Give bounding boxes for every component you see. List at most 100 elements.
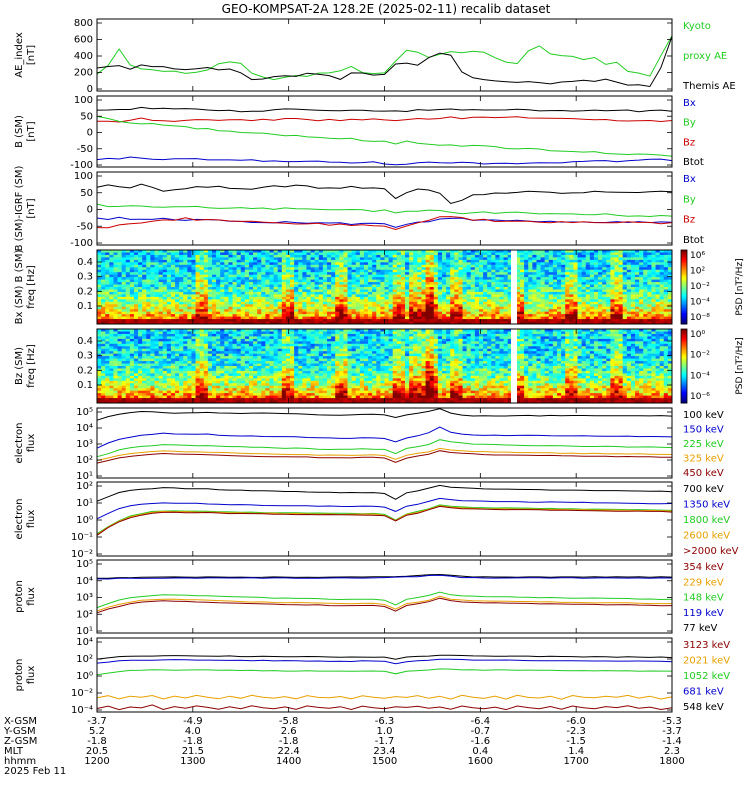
spectrogram-cell (323, 302, 328, 305)
spectrogram-cell (150, 289, 155, 292)
spectrogram-cell (393, 307, 398, 310)
spectrogram-cell (228, 304, 233, 307)
spectrogram-cell (475, 292, 480, 295)
spectrogram-cell (130, 309, 135, 312)
spectrogram-cell (458, 272, 463, 275)
spectrogram-cell (159, 339, 164, 342)
spectrogram-cell (389, 282, 394, 285)
spectrogram-cell (175, 275, 180, 278)
spectrogram-cell (598, 265, 603, 268)
spectrogram-cell (142, 297, 147, 300)
spectrogram-cell (175, 364, 180, 367)
spectrogram-cell (196, 262, 201, 265)
spectrogram-cell (483, 309, 488, 312)
spectrogram-cell (368, 257, 373, 260)
spectrogram-cell (109, 393, 114, 396)
spectrogram-cell (191, 302, 196, 305)
spectrogram-cell (458, 299, 463, 302)
spectrogram-cell (109, 381, 114, 384)
spectrogram-cell (118, 398, 123, 401)
spectrogram-cell (134, 297, 139, 300)
spectrogram-cell (286, 294, 291, 297)
spectrogram-cell (364, 252, 369, 255)
spectrogram-cell (126, 366, 131, 369)
spectrogram-cell (467, 282, 472, 285)
spectrogram-cell (290, 312, 295, 315)
spectrogram-cell (343, 270, 348, 273)
spectrogram-cell (212, 287, 217, 290)
spectrogram-cell (393, 275, 398, 278)
spectrogram-cell (635, 277, 640, 280)
spectrogram-cell (417, 285, 422, 288)
spectrogram-cell (458, 307, 463, 310)
spectrogram-cell (500, 262, 505, 265)
spectrogram-cell (409, 285, 414, 288)
spectrogram-cell (458, 319, 463, 322)
spectrogram-cell (323, 275, 328, 278)
spectrogram-cell (130, 272, 135, 275)
spectrogram-cell (615, 275, 620, 278)
spectrogram-cell (471, 282, 476, 285)
spectrogram-cell (586, 265, 591, 268)
spectrogram-cell (442, 287, 447, 290)
spectrogram-cell (631, 319, 636, 322)
panel-ae-ylabel: AE_index (14, 32, 25, 78)
spectrogram-cell (610, 277, 615, 280)
spectrogram-cell (376, 292, 381, 295)
spectrogram-cell (590, 287, 595, 290)
spectrogram-cell (376, 314, 381, 317)
spectrogram-cell (446, 292, 451, 295)
spectrogram-cell (343, 299, 348, 302)
spectrogram-cell (220, 252, 225, 255)
spectrogram-cell (368, 317, 373, 320)
spectrogram-cell (393, 260, 398, 263)
spectrogram-cell (660, 275, 665, 278)
spectrogram-cell (475, 312, 480, 315)
spectrogram-cell (635, 314, 640, 317)
spectrogram-cell (417, 304, 422, 307)
spectrogram-cell (265, 272, 270, 275)
spectrogram-cell (590, 292, 595, 295)
spectrogram-cell (167, 391, 172, 394)
spectrogram-cell (426, 289, 431, 292)
spectrogram-cell (122, 376, 127, 379)
spectrogram-cell (286, 275, 291, 278)
spectrogram-cell (471, 312, 476, 315)
spectrogram-cell (105, 356, 110, 359)
spectrogram-cell (241, 252, 246, 255)
spectrogram-cell (343, 297, 348, 300)
spectrogram-cell (532, 265, 537, 268)
spectrogram-cell (167, 297, 172, 300)
spectrogram-cell (524, 294, 529, 297)
spectrogram-cell (212, 257, 217, 260)
spectrogram-cell (454, 317, 459, 320)
spectrogram-cell (393, 302, 398, 305)
spectrogram-cell (660, 314, 665, 317)
spectrogram-cell (146, 292, 151, 295)
spectrogram-cell (615, 314, 620, 317)
spectrogram-cell (541, 307, 546, 310)
spectrogram-cell (582, 265, 587, 268)
spectrogram-cell (545, 309, 550, 312)
spectrogram-cell (101, 359, 106, 362)
spectrogram-cell (167, 368, 172, 371)
spectrogram-cell (245, 317, 250, 320)
spectrogram-cell (237, 294, 242, 297)
spectrogram-cell (216, 282, 221, 285)
spectrogram-cell (224, 309, 229, 312)
spectrogram-cell (142, 294, 147, 297)
spectrogram-cell (647, 307, 652, 310)
spectrogram-cell (495, 319, 500, 322)
spectrogram-cell (167, 289, 172, 292)
spectrogram-cell (167, 262, 172, 265)
spectrogram-cell (109, 314, 114, 317)
spectrogram-cell (528, 289, 533, 292)
spectrogram-cell (109, 287, 114, 290)
spectrogram-cell (446, 287, 451, 290)
spectrogram-cell (257, 257, 262, 260)
spectrogram-cell (619, 292, 624, 295)
spectrogram-cell (565, 277, 570, 280)
colorbar-tick-label: 10² (690, 267, 705, 277)
spectrogram-cell (471, 297, 476, 300)
spectrogram-cell (306, 280, 311, 283)
